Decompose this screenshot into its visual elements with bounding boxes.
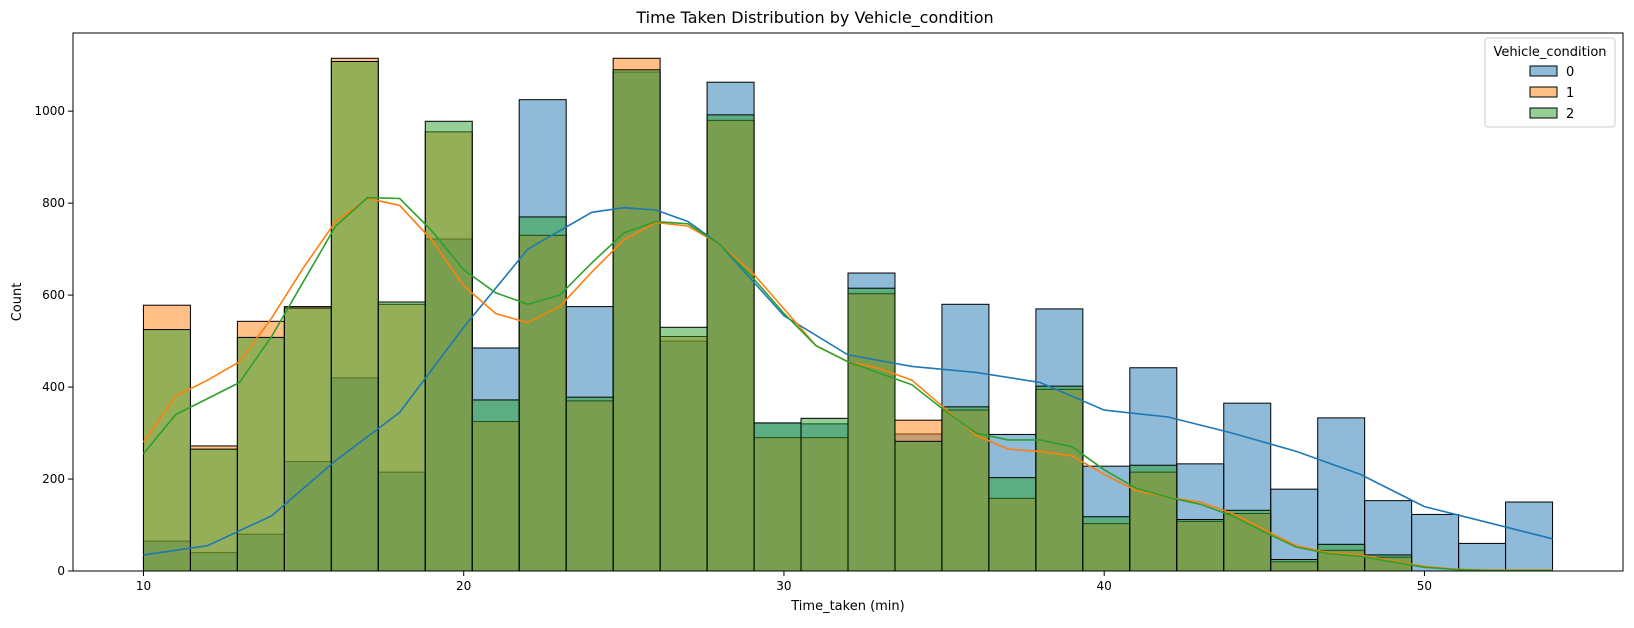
bar-series-2 bbox=[377, 301, 426, 572]
bar-series-2 bbox=[565, 396, 614, 572]
legend: Vehicle_condition 0 1 2 bbox=[1484, 37, 1616, 128]
legend-label-series-2: 2 bbox=[1566, 107, 1574, 122]
x-axis-label: Time_taken (min) bbox=[790, 599, 904, 614]
bar-series-2 bbox=[1270, 559, 1319, 572]
bar-series-2 bbox=[283, 307, 332, 572]
bar-series-2 bbox=[1317, 543, 1366, 572]
bar-series-2 bbox=[988, 477, 1037, 572]
bar-series-2 bbox=[1082, 516, 1131, 572]
bar-series-2 bbox=[518, 216, 567, 572]
y-tick-label: 0 bbox=[57, 564, 65, 578]
kde-layer bbox=[142, 196, 1553, 572]
kde-line-series-0 bbox=[143, 206, 1553, 556]
bar-series-0 bbox=[1411, 513, 1460, 572]
bar-series-2 bbox=[706, 114, 755, 572]
bar-series-2 bbox=[142, 329, 191, 572]
bar-series-2 bbox=[330, 61, 379, 572]
y-tick-label: 600 bbox=[42, 288, 65, 302]
bar-series-2 bbox=[1035, 385, 1084, 572]
bar-series-2 bbox=[1223, 509, 1272, 572]
bar-series-2 bbox=[753, 422, 802, 572]
y-tick-label: 1000 bbox=[34, 104, 65, 118]
bar-series-2 bbox=[612, 69, 661, 572]
legend-title: Vehicle_condition bbox=[1493, 45, 1606, 60]
legend-swatch-series-1 bbox=[1529, 86, 1558, 98]
bar-series-2 bbox=[847, 287, 896, 572]
bar-series-2 bbox=[236, 336, 285, 572]
bars-layer bbox=[142, 57, 1554, 572]
bar-series-2 bbox=[471, 399, 520, 572]
x-tick-label: 40 bbox=[1097, 579, 1112, 593]
bar-series-0 bbox=[1270, 488, 1319, 572]
legend-swatch-series-0 bbox=[1529, 65, 1558, 77]
bar-series-2 bbox=[894, 440, 943, 572]
bar-series-2 bbox=[1176, 518, 1225, 572]
y-tick-label: 800 bbox=[42, 196, 65, 210]
bar-series-2 bbox=[800, 417, 849, 572]
bar-series-2 bbox=[941, 406, 990, 572]
plot-frame bbox=[72, 32, 1624, 572]
bar-series-0 bbox=[1458, 542, 1507, 572]
y-axis-label: Count bbox=[10, 283, 25, 322]
x-tick-label: 50 bbox=[1417, 579, 1432, 593]
legend-box bbox=[1484, 37, 1616, 128]
bar-series-2 bbox=[189, 448, 238, 572]
bar-series-2 bbox=[1129, 464, 1178, 572]
legend-label-series-1: 1 bbox=[1566, 86, 1574, 101]
x-tick-label: 10 bbox=[136, 579, 151, 593]
kde-line-series-2 bbox=[142, 196, 1553, 572]
y-tick-label: 400 bbox=[42, 380, 65, 394]
y-axis: 0 200 400 600 800 1000 bbox=[34, 104, 73, 578]
chart-title: Time Taken Distribution by Vehicle_condi… bbox=[635, 8, 993, 28]
y-tick-label: 200 bbox=[42, 472, 65, 486]
legend-swatch-series-2 bbox=[1529, 107, 1558, 119]
legend-label-series-0: 0 bbox=[1566, 65, 1574, 80]
legend-items: 0 1 2 bbox=[1529, 65, 1574, 122]
x-tick-label: 20 bbox=[456, 579, 471, 593]
x-tick-label: 30 bbox=[776, 579, 791, 593]
bar-series-2 bbox=[659, 326, 708, 572]
x-axis: 10 20 30 40 50 bbox=[136, 571, 1432, 593]
